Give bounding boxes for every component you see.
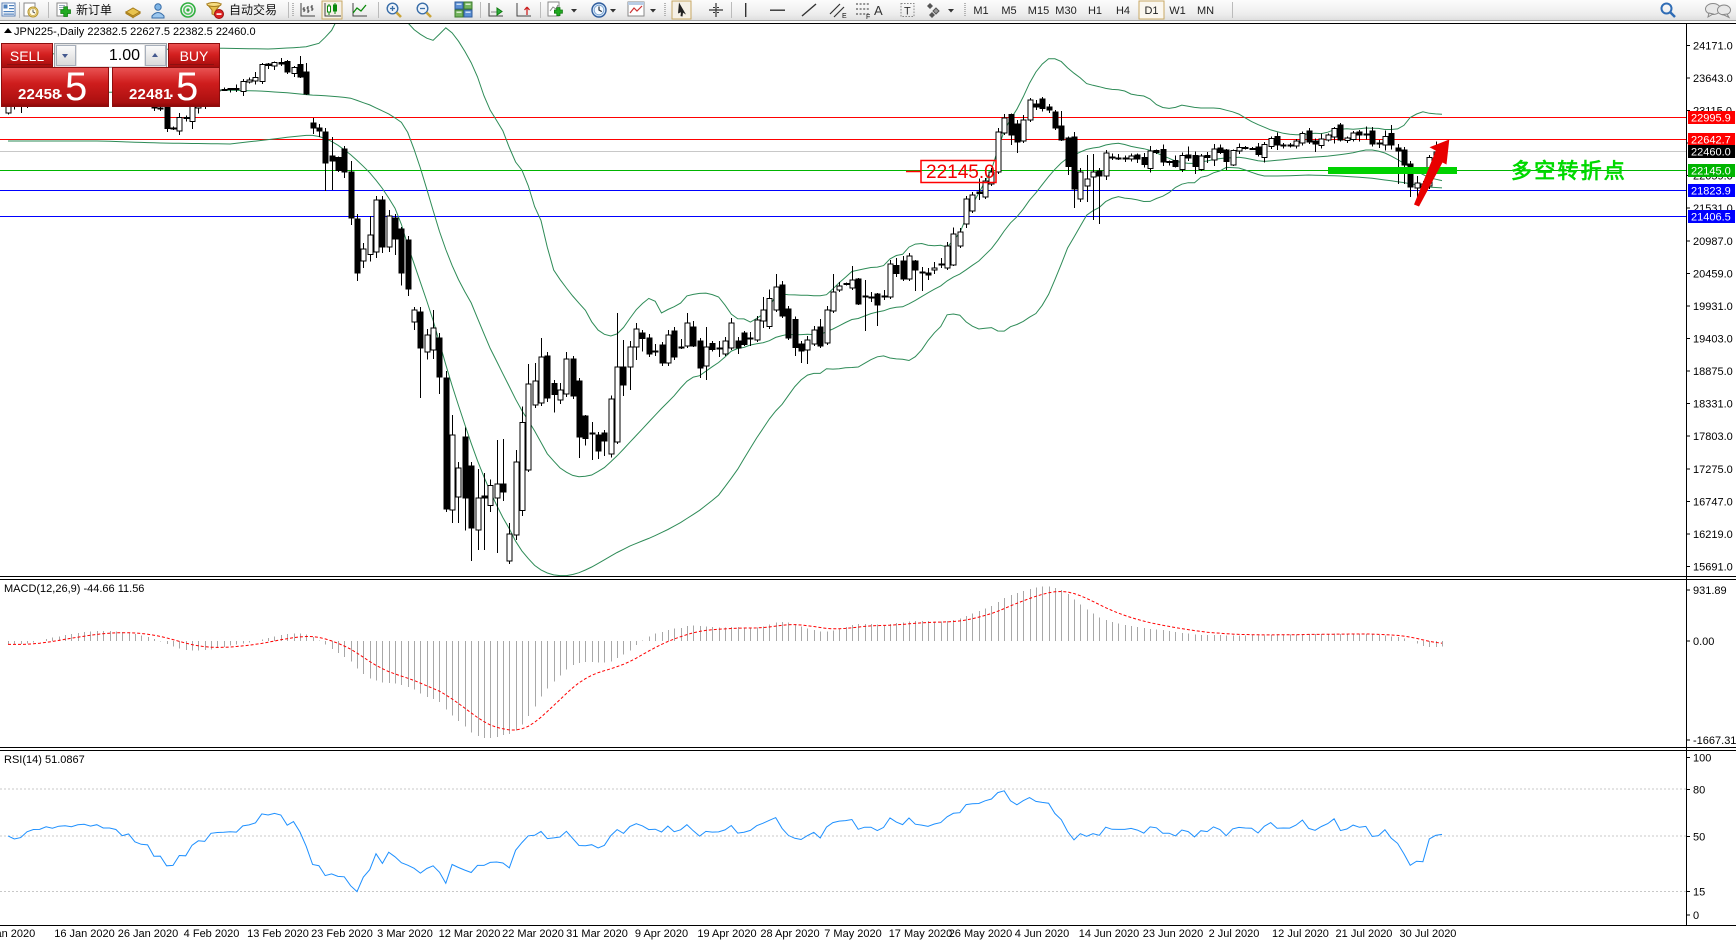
svg-text:4 Jun 2020: 4 Jun 2020 (1015, 928, 1069, 940)
svg-text:50: 50 (1693, 832, 1705, 844)
svg-text:16 Jan 2020: 16 Jan 2020 (54, 928, 115, 940)
svg-text:28 Apr 2020: 28 Apr 2020 (760, 928, 819, 940)
svg-text:21823.9: 21823.9 (1691, 186, 1731, 198)
svg-text:24171.0: 24171.0 (1693, 40, 1733, 52)
svg-text:31 Mar 2020: 31 Mar 2020 (566, 928, 628, 940)
svg-text:自动交易: 自动交易 (229, 2, 277, 17)
svg-text:16219.0: 16219.0 (1693, 529, 1733, 541)
svg-text:21 Jul 2020: 21 Jul 2020 (1336, 928, 1393, 940)
svg-text:19 Apr 2020: 19 Apr 2020 (697, 928, 756, 940)
svg-text:18331.0: 18331.0 (1693, 399, 1733, 411)
svg-text:22 Mar 2020: 22 Mar 2020 (502, 928, 564, 940)
svg-text:4 Feb 2020: 4 Feb 2020 (184, 928, 240, 940)
svg-text:H4: H4 (1116, 5, 1130, 17)
svg-text:W1: W1 (1169, 5, 1186, 17)
svg-text:F: F (866, 14, 870, 21)
svg-text:MN: MN (1197, 5, 1214, 17)
svg-text:22460.0: 22460.0 (1691, 147, 1731, 159)
svg-text:M30: M30 (1055, 5, 1076, 17)
svg-text:7 Jan 2020: 7 Jan 2020 (0, 928, 35, 940)
svg-text:17275.0: 17275.0 (1693, 464, 1733, 476)
svg-text:-1667.31: -1667.31 (1693, 735, 1736, 747)
svg-text:20459.0: 20459.0 (1693, 268, 1733, 280)
svg-text:12 Jul 2020: 12 Jul 2020 (1272, 928, 1329, 940)
svg-text:21406.5: 21406.5 (1691, 212, 1731, 224)
svg-text:D1: D1 (1144, 5, 1158, 17)
svg-text:12 Mar 2020: 12 Mar 2020 (439, 928, 501, 940)
svg-text:T: T (904, 6, 911, 18)
svg-text:13 Feb 2020: 13 Feb 2020 (247, 928, 309, 940)
svg-text:22995.9: 22995.9 (1691, 113, 1731, 125)
svg-text:23 Jun 2020: 23 Jun 2020 (1143, 928, 1204, 940)
svg-text:9 Apr 2020: 9 Apr 2020 (635, 928, 688, 940)
svg-text:2 Jul 2020: 2 Jul 2020 (1209, 928, 1260, 940)
svg-text:80: 80 (1693, 784, 1705, 796)
svg-text:M15: M15 (1028, 5, 1049, 17)
svg-text:22145.0: 22145.0 (1691, 166, 1731, 178)
svg-text:23 Feb 2020: 23 Feb 2020 (311, 928, 373, 940)
svg-text:0.00: 0.00 (1693, 636, 1714, 648)
svg-text:JPN225-,Daily 22382.5 22627.5: JPN225-,Daily 22382.5 22627.5 22382.5 22… (14, 26, 256, 38)
svg-text:17 May 2020: 17 May 2020 (889, 928, 953, 940)
svg-text:26 May 2020: 26 May 2020 (949, 928, 1013, 940)
svg-text:16747.0: 16747.0 (1693, 496, 1733, 508)
svg-text:7 May 2020: 7 May 2020 (824, 928, 881, 940)
svg-text:H1: H1 (1088, 5, 1102, 17)
svg-text:M1: M1 (973, 5, 988, 17)
svg-text:15: 15 (1693, 886, 1705, 898)
svg-text:19403.0: 19403.0 (1693, 334, 1733, 346)
svg-text:新订单: 新订单 (76, 2, 112, 17)
svg-text:RSI(14) 51.0867: RSI(14) 51.0867 (4, 754, 85, 766)
svg-text:多空转折点: 多空转折点 (1511, 159, 1627, 183)
svg-text:18875.0: 18875.0 (1693, 366, 1733, 378)
svg-text:22642.7: 22642.7 (1691, 135, 1731, 147)
svg-text:19931.0: 19931.0 (1693, 301, 1733, 313)
svg-text:A: A (874, 3, 883, 18)
svg-text:14 Jun 2020: 14 Jun 2020 (1079, 928, 1140, 940)
svg-text:100: 100 (1693, 753, 1711, 765)
svg-text:M5: M5 (1001, 5, 1016, 17)
svg-text:15691.0: 15691.0 (1693, 562, 1733, 574)
svg-text:17803.0: 17803.0 (1693, 431, 1733, 443)
svg-text:22145.0: 22145.0 (926, 162, 995, 183)
svg-text:20987.0: 20987.0 (1693, 236, 1733, 248)
svg-text:0: 0 (1693, 910, 1699, 922)
svg-text:3 Mar 2020: 3 Mar 2020 (377, 928, 433, 940)
svg-text:E: E (842, 13, 847, 20)
svg-text:23643.0: 23643.0 (1693, 73, 1733, 85)
svg-text:931.89: 931.89 (1693, 585, 1727, 597)
svg-text:26 Jan 2020: 26 Jan 2020 (118, 928, 179, 940)
svg-text:MACD(12,26,9) -44.66 11.56: MACD(12,26,9) -44.66 11.56 (4, 583, 144, 595)
svg-text:30 Jul 2020: 30 Jul 2020 (1400, 928, 1457, 940)
